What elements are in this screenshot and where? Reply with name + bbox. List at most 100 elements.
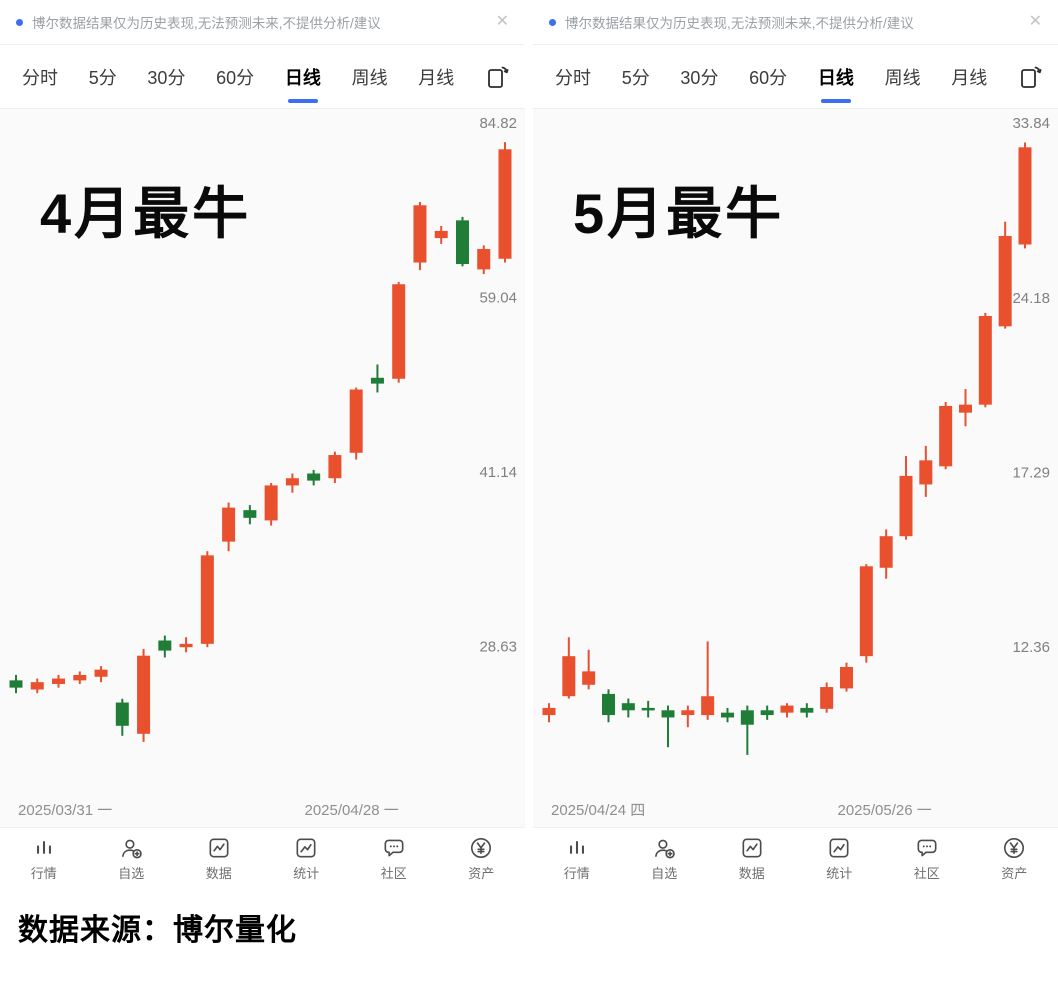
x-axis-end-date: 2025/05/26 一	[837, 802, 932, 819]
close-icon[interactable]: ✕	[1028, 13, 1042, 30]
assets-yuan-icon	[1001, 835, 1027, 861]
nav-label: 统计	[293, 866, 320, 881]
tab-分时[interactable]: 分时	[555, 67, 591, 88]
tab-分时[interactable]: 分时	[22, 67, 58, 88]
candle	[978, 312, 992, 408]
y-axis-label: 17.29	[1012, 465, 1050, 482]
tab-5分[interactable]: 5分	[621, 67, 650, 88]
data-chart-icon	[739, 835, 765, 861]
nav-item-stats[interactable]: 统计	[796, 835, 884, 882]
x-axis-start-date: 2025/03/31 一	[18, 802, 113, 819]
stats-line-icon	[293, 835, 319, 861]
candle	[115, 698, 129, 736]
candlestick-chart[interactable]: 33.84 24.18 17.29 12.36 5月最牛 2025/04/24 四 2…	[533, 109, 1058, 827]
tab-60分[interactable]: 60分	[216, 67, 255, 88]
candle	[919, 445, 933, 497]
bottom-nav: 行情 自选 数据 统计 社区 资产	[0, 827, 525, 889]
candle	[939, 402, 953, 470]
nav-item-data[interactable]: 数据	[708, 835, 796, 882]
chart-panel-april: 博尔数据结果仅为历史表现,无法预测未来,不提供分析/建议 ✕ 分时 5分 30分 60…	[0, 0, 525, 889]
candle	[859, 564, 873, 663]
candle	[349, 387, 363, 460]
tab-月线[interactable]: 月线	[418, 67, 455, 88]
candle	[370, 364, 384, 393]
rotate-screen-icon[interactable]	[1018, 64, 1042, 90]
watchlist-person-icon	[118, 835, 144, 861]
x-axis-start-date: 2025/04/24 四	[551, 802, 646, 819]
candle	[998, 221, 1012, 329]
rotate-screen-icon[interactable]	[485, 64, 509, 90]
bullet-dot-icon	[16, 18, 23, 26]
timeframe-tabs: 分时 5分 30分 60分 日线 周线 月线	[0, 45, 525, 109]
data-chart-icon	[206, 835, 232, 861]
nav-item-watchlist[interactable]: 自选	[88, 835, 176, 882]
candle	[1018, 142, 1032, 249]
candle	[542, 703, 556, 723]
tab-30分[interactable]: 30分	[680, 67, 719, 88]
tab-周线[interactable]: 周线	[884, 67, 921, 88]
nav-item-market[interactable]: 行情	[0, 835, 88, 882]
watchlist-person-icon	[651, 835, 677, 861]
tab-5分[interactable]: 5分	[88, 67, 117, 88]
bullet-dot-icon	[549, 18, 556, 26]
notice-text: 博尔数据结果仅为历史表现,无法预测未来,不提供分析/建议	[32, 16, 381, 31]
y-axis-label: 12.36	[1012, 639, 1050, 656]
close-icon[interactable]: ✕	[495, 13, 509, 30]
candle	[179, 637, 193, 653]
candle	[840, 662, 853, 692]
candle	[392, 281, 406, 383]
tab-月线[interactable]: 月线	[951, 67, 988, 88]
y-axis-label: 59.04	[479, 290, 517, 307]
candle	[243, 505, 257, 525]
nav-item-community[interactable]: 社区	[883, 835, 971, 882]
candle	[740, 705, 754, 755]
nav-item-data[interactable]: 数据	[175, 835, 263, 882]
candle	[899, 455, 913, 540]
tab-60分[interactable]: 60分	[749, 67, 788, 88]
market-bars-icon	[564, 835, 590, 861]
nav-item-assets[interactable]: 资产	[971, 835, 1058, 882]
nav-item-assets[interactable]: 资产	[438, 835, 526, 882]
candle	[307, 469, 321, 486]
candle	[222, 502, 236, 552]
community-bubble-icon	[914, 835, 940, 861]
candle	[30, 678, 44, 694]
y-axis-label: 28.63	[479, 639, 517, 656]
candle	[73, 671, 87, 684]
nav-label: 行情	[30, 866, 57, 881]
chart-panel-may: 博尔数据结果仅为历史表现,无法预测未来,不提供分析/建议 ✕ 分时 5分 30分 60…	[533, 0, 1058, 889]
candle	[455, 216, 469, 267]
nav-label: 资产	[468, 866, 495, 881]
source-caption: 数据来源：博尔量化	[18, 914, 297, 947]
bottom-nav: 行情 自选 数据 统计 社区 资产	[533, 827, 1058, 889]
nav-item-stats[interactable]: 统计	[263, 835, 351, 882]
candlestick-chart[interactable]: 84.82 59.04 41.14 28.63 4月最牛 2025/03/31 一 2…	[0, 109, 525, 827]
candle	[94, 666, 108, 683]
candle	[760, 705, 774, 720]
candle	[780, 703, 794, 718]
y-axis-label: 84.82	[479, 115, 517, 132]
community-bubble-icon	[381, 835, 407, 861]
assets-yuan-icon	[468, 835, 494, 861]
nav-item-watchlist[interactable]: 自选	[621, 835, 709, 882]
tab-日线[interactable]: 日线	[285, 64, 321, 90]
candle	[800, 703, 814, 718]
notice-bar: 博尔数据结果仅为历史表现,无法预测未来,不提供分析/建议 ✕	[0, 0, 525, 45]
notice-bar: 博尔数据结果仅为历史表现,无法预测未来,不提供分析/建议 ✕	[533, 0, 1058, 45]
candle	[9, 674, 23, 694]
candle	[477, 245, 491, 275]
tab-周线[interactable]: 周线	[351, 67, 388, 88]
nav-label: 社区	[913, 866, 940, 881]
stats-line-icon	[826, 835, 852, 861]
candle	[200, 551, 214, 648]
tab-日线[interactable]: 日线	[818, 64, 854, 90]
nav-item-community[interactable]: 社区	[350, 835, 438, 882]
tab-30分[interactable]: 30分	[147, 67, 186, 88]
candle	[661, 705, 675, 748]
candle	[498, 142, 512, 263]
nav-label: 社区	[380, 866, 407, 881]
nav-label: 数据	[205, 866, 232, 881]
candle	[879, 529, 893, 579]
candle	[959, 389, 972, 427]
nav-item-market[interactable]: 行情	[533, 835, 621, 882]
